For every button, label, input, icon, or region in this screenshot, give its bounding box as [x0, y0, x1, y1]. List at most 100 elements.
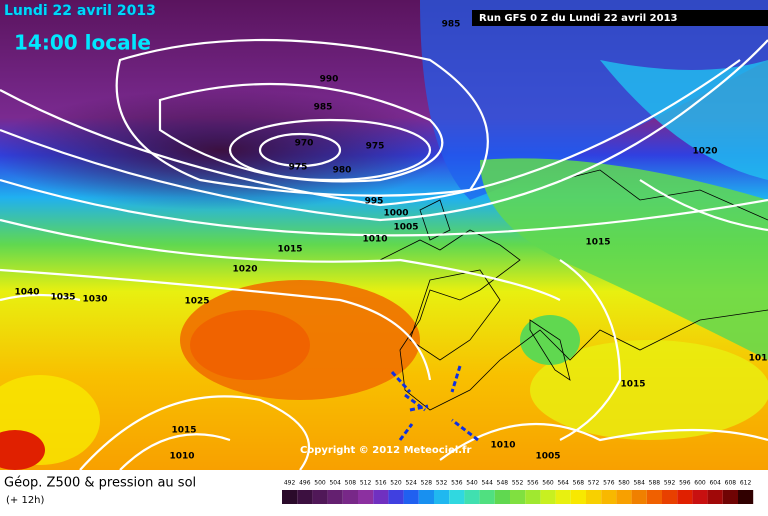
isobar-label: 975: [366, 142, 385, 152]
legend-swatch: [586, 490, 602, 504]
legend-swatch: [449, 490, 465, 504]
legend-label: 556: [527, 480, 539, 487]
isobars: [0, 38, 768, 471]
coastlines: [379, 169, 768, 411]
isobar-label: 980: [333, 166, 352, 176]
legend-swatch: [464, 490, 480, 504]
legend-swatch: [282, 490, 298, 504]
footer-subtitle: (+ 12h): [6, 495, 45, 506]
legend-swatch: [646, 490, 662, 504]
legend-label: 552: [512, 480, 524, 487]
color-legend: 492 496 500 504 508 512 516 520 524 528 532 536 540 5…: [282, 480, 754, 504]
isobar-label: 1015: [620, 380, 645, 390]
legend-swatch: [373, 490, 389, 504]
legend-label: 596: [679, 480, 691, 487]
isobar-label: 1025: [184, 297, 209, 307]
time-label: 14:00 locale: [14, 31, 151, 55]
legend-swatch: [601, 490, 617, 504]
wind-arrows: [390, 365, 479, 442]
legend-swatch: [570, 490, 586, 504]
legend-label: 584: [633, 480, 645, 487]
legend-label: 516: [375, 480, 387, 487]
legend-label: 548: [497, 480, 509, 487]
legend-swatch: [312, 490, 328, 504]
legend-label: 528: [421, 480, 433, 487]
legend-swatch: [434, 490, 450, 504]
legend-swatch: [327, 490, 343, 504]
run-label: Run GFS 0 Z du Lundi 22 avril 2013: [479, 13, 678, 24]
legend-label: 560: [542, 480, 554, 487]
run-box: [472, 10, 768, 26]
legend-label: 524: [405, 480, 417, 487]
legend-label: 520: [390, 480, 402, 487]
legend-swatch: [677, 490, 693, 504]
legend-label: 580: [618, 480, 630, 487]
legend-label: 492: [284, 480, 296, 487]
legend-swatch: [555, 490, 571, 504]
isobar-label: 990: [320, 75, 339, 85]
legend-label: 600: [694, 480, 706, 487]
isobar-label: 1010: [169, 452, 194, 462]
isobar-label: 1015: [585, 238, 610, 248]
isobar-label: 1015: [277, 245, 302, 255]
footer-title: Géop. Z500 & pression au sol: [4, 476, 196, 491]
legend-label: 532: [436, 480, 448, 487]
isobar-label: 101: [749, 354, 768, 364]
isobar-label: 1015: [171, 426, 196, 436]
legend-swatch: [479, 490, 495, 504]
isobar-label: 1030: [82, 295, 107, 305]
legend-label: 512: [360, 480, 372, 487]
isobar-label: 1010: [362, 235, 387, 245]
legend-label: 540: [466, 480, 478, 487]
isobar-labels: 985 990 985 970 975 975 980 995 1000 100…: [14, 20, 767, 462]
isobar-label: 1010: [490, 441, 515, 451]
legend-label: 608: [725, 480, 737, 487]
legend-swatch: [738, 490, 754, 504]
isobar-label: 1020: [232, 265, 257, 275]
isobar-label: 1005: [535, 452, 560, 462]
date-label: Lundi 22 avril 2013: [4, 3, 156, 19]
legend-swatch: [358, 490, 374, 504]
legend-swatch: [707, 490, 723, 504]
legend-label: 536: [451, 480, 463, 487]
legend-label: 576: [603, 480, 615, 487]
legend-swatch: [388, 490, 404, 504]
legend-label: 592: [664, 480, 676, 487]
legend-swatch: [510, 490, 526, 504]
legend-swatch: [722, 490, 738, 504]
legend-swatch: [418, 490, 434, 504]
isobar-label: 975: [289, 163, 308, 173]
legend-swatch: [692, 490, 708, 504]
legend-label: 568: [573, 480, 585, 487]
isobar-label: 1040: [14, 288, 39, 298]
isobar-label: 985: [442, 20, 461, 30]
legend-label: 496: [299, 480, 311, 487]
isobar-label: 1005: [393, 223, 418, 233]
legend-swatch: [297, 490, 313, 504]
legend-label: 612: [740, 480, 752, 487]
legend-label: 588: [649, 480, 661, 487]
copyright: Copyright © 2012 Meteociel.fr: [300, 445, 471, 456]
isobar-label: 1035: [50, 293, 75, 303]
legend-swatch: [494, 490, 510, 504]
legend-swatch: [616, 490, 632, 504]
legend-swatch: [525, 490, 541, 504]
legend-label: 500: [314, 480, 326, 487]
isobar-label: 970: [295, 139, 314, 149]
isobar-label: 995: [365, 197, 384, 207]
legend-label: 504: [329, 480, 341, 487]
legend-label: 508: [345, 480, 357, 487]
legend-swatch: [403, 490, 419, 504]
legend-label: 572: [588, 480, 600, 487]
legend-label: 564: [557, 480, 569, 487]
isobar-label: 1020: [692, 147, 717, 157]
isobar-label: 1000: [383, 209, 408, 219]
legend-swatch: [631, 490, 647, 504]
legend-label: 604: [709, 480, 721, 487]
map-background: [0, 0, 768, 470]
legend-swatch: [540, 490, 556, 504]
legend-swatch: [662, 490, 678, 504]
legend-swatch: [342, 490, 358, 504]
isobar-label: 985: [314, 103, 333, 113]
